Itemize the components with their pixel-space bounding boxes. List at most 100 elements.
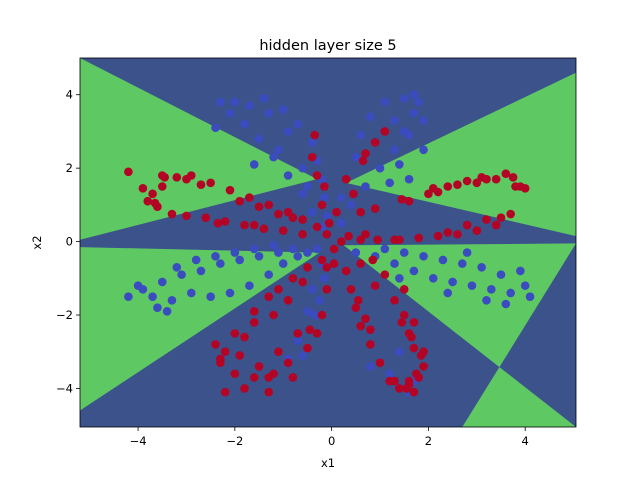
point-series-1 [279, 226, 288, 235]
point-series-0 [274, 145, 283, 154]
point-series-0 [443, 289, 452, 298]
point-series-0 [279, 105, 288, 114]
point-series-1 [371, 281, 380, 290]
point-series-1 [390, 296, 399, 305]
point-series-0 [468, 281, 477, 290]
point-series-1 [349, 190, 358, 199]
point-series-1 [264, 292, 273, 301]
point-series-0 [429, 274, 438, 283]
point-series-1 [352, 303, 361, 312]
point-series-1 [434, 232, 443, 241]
point-series-0 [385, 369, 394, 378]
point-series-0 [298, 164, 307, 173]
point-series-0 [448, 278, 457, 287]
y-tick-label: 2 [66, 161, 73, 175]
point-series-0 [395, 274, 404, 283]
x-axis-label: x1 [321, 456, 335, 470]
point-series-1 [477, 173, 486, 182]
point-series-0 [400, 248, 409, 257]
point-series-0 [211, 252, 220, 261]
point-series-0 [337, 219, 346, 228]
point-series-0 [361, 182, 370, 191]
point-series-0 [245, 101, 254, 110]
point-series-1 [168, 210, 177, 219]
point-series-1 [359, 157, 368, 166]
point-series-0 [250, 160, 259, 169]
point-series-1 [354, 296, 363, 305]
point-series-1 [240, 333, 249, 342]
point-series-0 [390, 259, 399, 268]
point-series-1 [342, 267, 351, 276]
point-series-1 [318, 201, 327, 210]
point-series-1 [197, 180, 206, 189]
point-series-0 [502, 300, 511, 309]
y-tick-label: 0 [66, 235, 73, 249]
point-series-0 [255, 252, 264, 261]
point-series-1 [245, 193, 254, 202]
point-series-0 [264, 270, 273, 279]
point-series-0 [390, 145, 399, 154]
point-series-1 [264, 388, 273, 397]
point-series-0 [352, 248, 361, 257]
point-series-0 [405, 131, 414, 140]
point-series-1 [318, 256, 327, 265]
point-series-0 [284, 127, 293, 136]
point-series-1 [284, 296, 293, 305]
point-series-1 [337, 237, 346, 246]
y-axis-label: x2 [30, 235, 44, 249]
point-series-1 [182, 212, 191, 221]
point-series-1 [356, 208, 365, 217]
point-series-0 [153, 303, 162, 312]
point-series-1 [160, 173, 169, 182]
point-series-1 [356, 322, 365, 331]
point-series-1 [260, 224, 269, 233]
point-series-0 [419, 145, 428, 154]
point-series-0 [293, 336, 302, 345]
point-series-0 [293, 120, 302, 129]
point-series-1 [347, 285, 356, 294]
point-series-1 [414, 234, 423, 243]
point-series-0 [284, 171, 293, 180]
point-series-0 [320, 193, 329, 202]
point-series-1 [221, 347, 230, 356]
point-series-1 [264, 373, 273, 382]
point-series-1 [400, 311, 409, 320]
point-series-1 [492, 175, 501, 184]
y-tick-label: −4 [56, 381, 73, 395]
point-series-1 [410, 318, 419, 327]
point-series-0 [279, 259, 288, 268]
point-series-1 [274, 285, 283, 294]
point-series-1 [463, 177, 472, 186]
decision-regions [80, 58, 576, 427]
point-series-0 [376, 164, 385, 173]
point-series-1 [344, 232, 353, 241]
point-series-1 [313, 223, 322, 232]
point-series-1 [453, 230, 462, 239]
point-series-0 [293, 252, 302, 261]
point-series-1 [182, 175, 191, 184]
point-series-1 [497, 213, 506, 222]
point-series-1 [289, 274, 298, 283]
point-series-0 [308, 285, 317, 294]
point-series-0 [385, 179, 394, 188]
point-series-1 [240, 384, 249, 393]
point-series-1 [172, 173, 181, 182]
point-series-1 [368, 256, 377, 265]
point-series-1 [250, 307, 259, 316]
point-series-0 [260, 94, 269, 103]
point-series-0 [264, 109, 273, 118]
point-series-0 [439, 256, 448, 265]
point-series-1 [274, 347, 283, 356]
point-series-1 [202, 213, 211, 222]
point-series-1 [390, 377, 399, 386]
point-series-0 [337, 193, 346, 202]
x-tick-label: 4 [522, 434, 529, 448]
point-series-1 [366, 340, 375, 349]
point-series-0 [231, 98, 240, 107]
point-series-1 [303, 263, 312, 272]
point-series-0 [526, 292, 535, 301]
point-series-0 [395, 347, 404, 356]
point-series-0 [235, 256, 244, 265]
point-series-1 [226, 186, 235, 195]
point-series-1 [356, 259, 365, 268]
